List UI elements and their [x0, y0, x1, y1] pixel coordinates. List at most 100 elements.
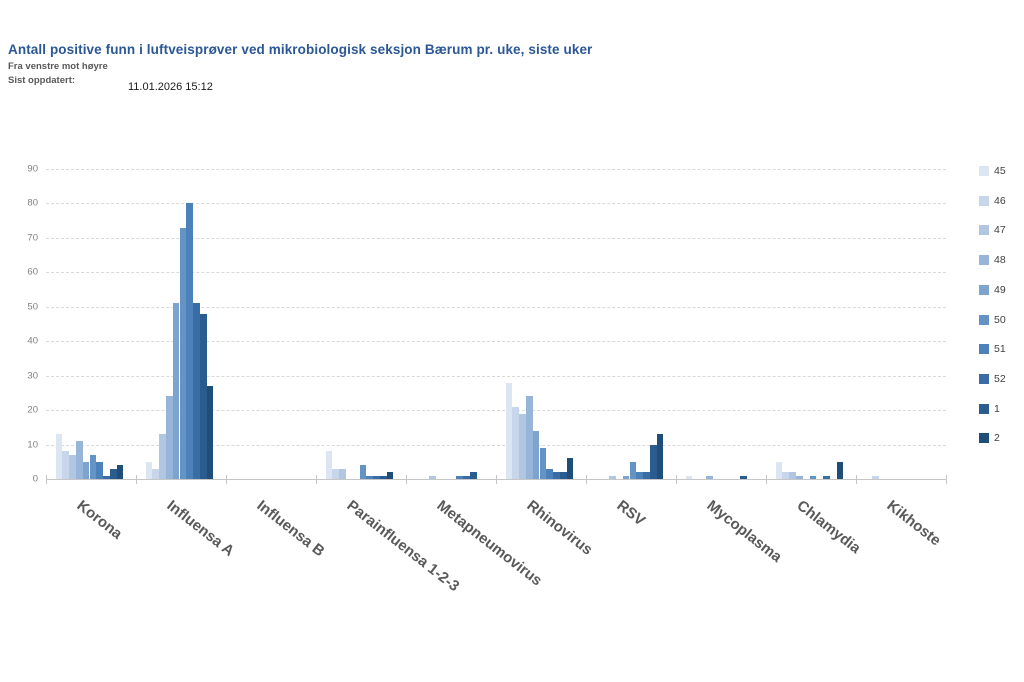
gridline — [46, 272, 946, 274]
legend-swatch — [979, 373, 989, 384]
x-axis-label: Rhinovirus — [523, 497, 596, 559]
legend-item-uke-48: 48 — [979, 254, 1006, 266]
y-axis-label: 60 — [27, 266, 38, 278]
axis-tick — [226, 475, 227, 484]
legend-swatch — [979, 433, 989, 444]
axis-tick — [586, 475, 587, 484]
legend-swatch — [979, 314, 989, 325]
bar-rhinovirus-uke-50 — [539, 448, 547, 479]
axis-tick — [496, 475, 497, 484]
bar-korona-uke-2 — [116, 465, 124, 479]
bar-chlamydia-uke-48 — [795, 475, 803, 479]
legend-label: 50 — [994, 313, 1006, 326]
bar-influensa-a-uke-47 — [159, 434, 166, 479]
x-axis-label: RSV — [613, 497, 649, 530]
bar-influensa-a-uke-52 — [193, 303, 200, 479]
bar-rhinovirus-uke-52 — [553, 472, 560, 479]
bar-chlamydia-uke-52 — [823, 475, 830, 479]
x-axis-label: Korona — [73, 497, 126, 543]
updated-label: Sist oppdatert: — [8, 75, 76, 86]
legend-swatch — [979, 225, 989, 236]
bar-chlamydia-uke-45 — [775, 461, 783, 479]
bar-metapneumovirus-uke-47 — [429, 475, 436, 479]
bar-chlamydia-uke-47 — [789, 472, 796, 479]
legend-label: 49 — [994, 283, 1006, 296]
x-axis-label: Kikhoste — [883, 497, 944, 550]
bar-influensa-a-uke-49 — [172, 303, 180, 479]
bar-rsv-uke-49 — [622, 475, 630, 479]
gridline — [46, 203, 946, 205]
axis-tick — [946, 475, 947, 484]
axis-tick — [676, 475, 677, 484]
bar-korona-uke-49 — [82, 461, 90, 479]
bar-kikhoste-uke-46 — [872, 475, 880, 479]
bar-metapneumovirus-uke-51 — [456, 475, 464, 479]
bar-korona-uke-51 — [96, 461, 104, 479]
legend-swatch — [979, 195, 989, 206]
bar-rhinovirus-uke-46 — [512, 406, 520, 479]
legend-swatch — [979, 344, 989, 355]
bar-metapneumovirus-uke-52 — [463, 475, 470, 479]
axis-tick — [316, 475, 317, 484]
chart-title: Antall positive funn i luftveisprøver ve… — [8, 42, 593, 57]
axis-tick — [856, 475, 857, 484]
bar-parainfluensa-1-2-3-uke-50 — [359, 465, 367, 479]
bar-chlamydia-uke-50 — [809, 475, 817, 479]
bar-korona-uke-52 — [103, 475, 110, 479]
updated-timestamp: 11.01.2026 15:12 — [128, 81, 213, 93]
bar-mycoplasma-uke-45 — [685, 475, 693, 479]
bar-rhinovirus-uke-48 — [525, 396, 533, 479]
x-axis-label: Influensa A — [163, 497, 238, 560]
legend-item-uke-49: 49 — [979, 284, 1006, 296]
bar-parainfluensa-1-2-3-uke-52 — [373, 475, 380, 479]
legend-label: 2 — [994, 432, 1000, 445]
bar-korona-uke-47 — [69, 454, 76, 479]
bar-influensa-a-uke-1 — [199, 313, 207, 479]
y-axis-label: 90 — [27, 163, 38, 175]
bar-influensa-a-uke-48 — [165, 396, 173, 479]
bar-korona-uke-1 — [109, 468, 117, 479]
bar-rhinovirus-uke-45 — [505, 382, 513, 479]
bar-parainfluensa-1-2-3-uke-47 — [339, 468, 346, 479]
legend-label: 52 — [994, 372, 1006, 385]
axis-tick — [136, 475, 137, 484]
gridline — [46, 306, 946, 308]
bar-korona-uke-46 — [62, 451, 70, 479]
legend-item-uke-2: 2 — [979, 432, 1000, 444]
bar-parainfluensa-1-2-3-uke-45 — [325, 451, 333, 479]
y-axis-label: 20 — [27, 404, 38, 416]
bar-rsv-uke-47 — [609, 475, 616, 479]
legend-swatch — [979, 166, 989, 176]
axis-tick — [46, 475, 47, 484]
bar-chlamydia-uke-46 — [782, 472, 790, 479]
bar-influensa-a-uke-50 — [179, 227, 187, 479]
gridline — [46, 410, 946, 412]
bar-parainfluensa-1-2-3-uke-1 — [379, 475, 387, 479]
gridline — [46, 444, 946, 446]
bar-influensa-a-uke-46 — [152, 468, 160, 479]
x-axis-label: Chlamydia — [793, 497, 864, 558]
bar-rhinovirus-uke-47 — [519, 413, 526, 479]
legend-item-uke-52: 52 — [979, 373, 1006, 385]
bar-metapneumovirus-uke-1 — [469, 472, 477, 479]
y-axis-label: 30 — [27, 370, 38, 382]
bar-rhinovirus-uke-1 — [559, 472, 567, 479]
y-axis-label: 10 — [27, 439, 38, 451]
bar-rhinovirus-uke-49 — [532, 430, 540, 479]
legend-item-uke-1: 1 — [979, 403, 1000, 415]
legend-swatch — [979, 403, 989, 414]
legend-swatch — [979, 284, 989, 295]
bar-rhinovirus-uke-51 — [546, 468, 554, 479]
legend-label: 48 — [994, 254, 1006, 267]
bar-parainfluensa-1-2-3-uke-51 — [366, 475, 374, 479]
y-axis-label: 40 — [27, 335, 38, 347]
legend-label: 51 — [994, 343, 1006, 356]
legend-label: 46 — [994, 194, 1006, 207]
bar-influensa-a-uke-51 — [186, 203, 194, 479]
legend-label: 47 — [994, 224, 1006, 237]
bar-parainfluensa-1-2-3-uke-2 — [386, 472, 394, 479]
chart-direction-note: Fra venstre mot høyre — [8, 61, 108, 72]
bar-parainfluensa-1-2-3-uke-46 — [332, 468, 340, 479]
gridline — [46, 341, 946, 343]
